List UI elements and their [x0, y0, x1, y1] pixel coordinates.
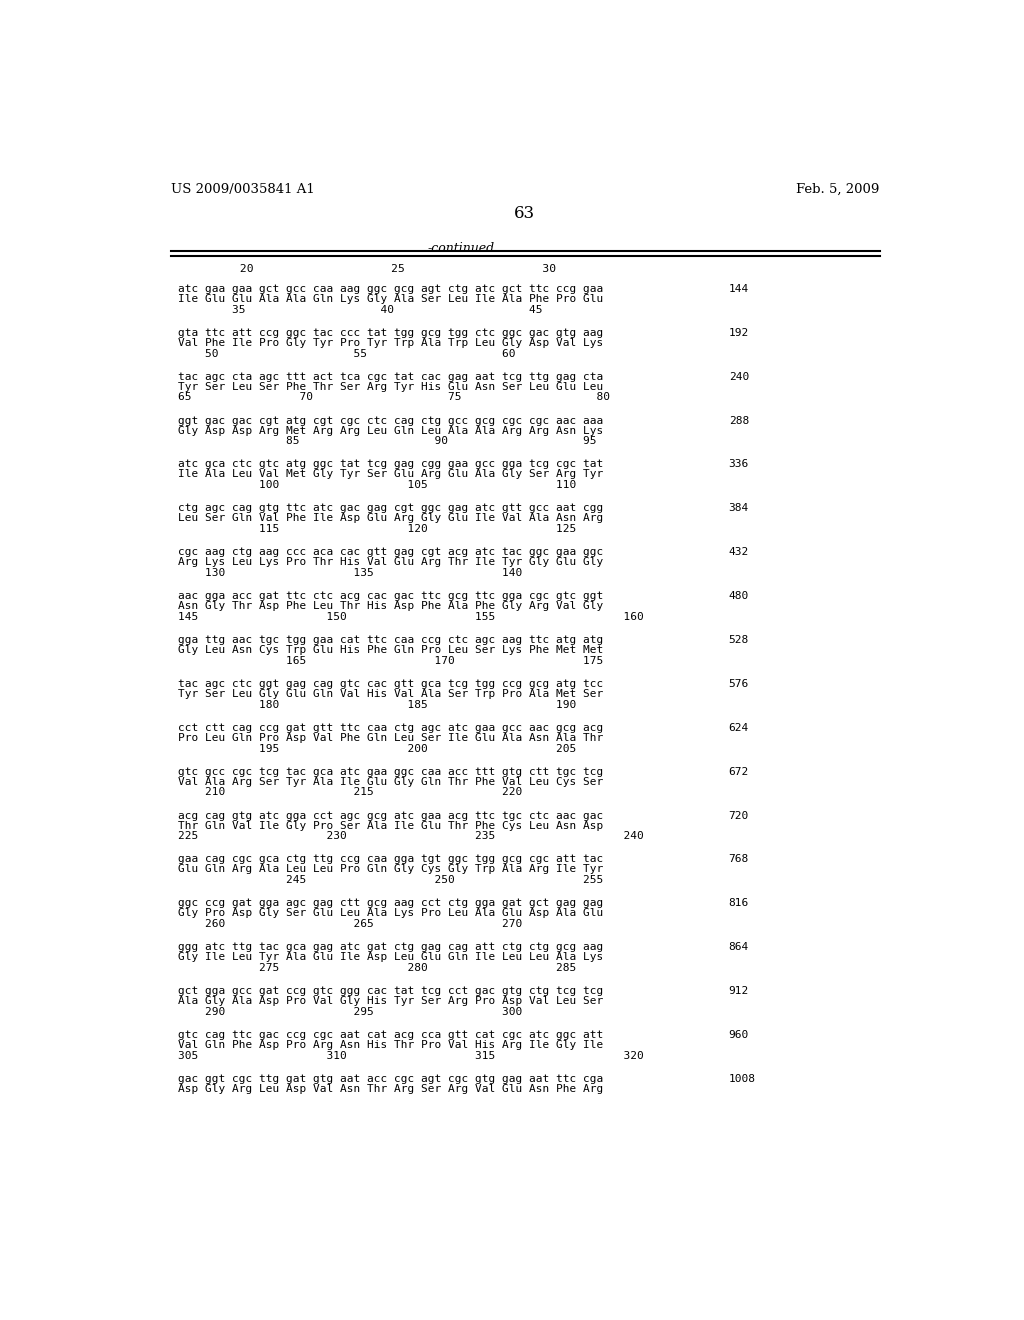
Text: Arg Lys Leu Lys Pro Thr His Val Glu Arg Thr Ile Tyr Gly Glu Gly: Arg Lys Leu Lys Pro Thr His Val Glu Arg … [178, 557, 603, 568]
Text: Gly Ile Leu Tyr Ala Glu Ile Asp Leu Glu Gln Ile Leu Leu Ala Lys: Gly Ile Leu Tyr Ala Glu Ile Asp Leu Glu … [178, 952, 603, 962]
Text: US 2009/0035841 A1: US 2009/0035841 A1 [171, 183, 314, 197]
Text: tac agc cta agc ttt act tca cgc tat cac gag aat tcg ttg gag cta: tac agc cta agc ttt act tca cgc tat cac … [178, 372, 603, 381]
Text: Thr Gln Val Ile Gly Pro Ser Ala Ile Glu Thr Phe Cys Leu Asn Asp: Thr Gln Val Ile Gly Pro Ser Ala Ile Glu … [178, 821, 603, 830]
Text: Pro Leu Gln Pro Asp Val Phe Gln Leu Ser Ile Glu Ala Asn Ala Thr: Pro Leu Gln Pro Asp Val Phe Gln Leu Ser … [178, 733, 603, 743]
Text: gaa cag cgc gca ctg ttg ccg caa gga tgt ggc tgg gcg cgc att tac: gaa cag cgc gca ctg ttg ccg caa gga tgt … [178, 854, 603, 865]
Text: 145                   150                   155                   160: 145 150 155 160 [178, 612, 644, 622]
Text: Val Gln Phe Asp Pro Arg Asn His Thr Pro Val His Arg Ile Gly Ile: Val Gln Phe Asp Pro Arg Asn His Thr Pro … [178, 1040, 603, 1049]
Text: 144: 144 [729, 284, 749, 294]
Text: 768: 768 [729, 854, 749, 865]
Text: ggg atc ttg tac gca gag atc gat ctg gag cag att ctg ctg gcg aag: ggg atc ttg tac gca gag atc gat ctg gag … [178, 942, 603, 952]
Text: 245                   250                   255: 245 250 255 [178, 875, 603, 886]
Text: ggt gac gac cgt atg cgt cgc ctc cag ctg gcc gcg cgc cgc aac aaa: ggt gac gac cgt atg cgt cgc ctc cag ctg … [178, 416, 603, 425]
Text: cgc aag ctg aag ccc aca cac gtt gag cgt acg atc tac ggc gaa ggc: cgc aag ctg aag ccc aca cac gtt gag cgt … [178, 548, 603, 557]
Text: 115                   120                   125: 115 120 125 [178, 524, 577, 535]
Text: Tyr Ser Leu Ser Phe Thr Ser Arg Tyr His Glu Asn Ser Leu Glu Leu: Tyr Ser Leu Ser Phe Thr Ser Arg Tyr His … [178, 381, 603, 392]
Text: Asn Gly Thr Asp Phe Leu Thr His Asp Phe Ala Phe Gly Arg Val Gly: Asn Gly Thr Asp Phe Leu Thr His Asp Phe … [178, 601, 603, 611]
Text: 192: 192 [729, 327, 749, 338]
Text: 63: 63 [514, 205, 536, 222]
Text: 960: 960 [729, 1030, 749, 1040]
Text: Val Phe Ile Pro Gly Tyr Pro Tyr Trp Ala Trp Leu Gly Asp Val Lys: Val Phe Ile Pro Gly Tyr Pro Tyr Trp Ala … [178, 338, 603, 347]
Text: 180                   185                   190: 180 185 190 [178, 700, 577, 710]
Text: Glu Gln Arg Ala Leu Leu Pro Gln Gly Cys Gly Trp Ala Arg Ile Tyr: Glu Gln Arg Ala Leu Leu Pro Gln Gly Cys … [178, 865, 603, 874]
Text: 528: 528 [729, 635, 749, 645]
Text: gct gga gcc gat ccg gtc ggg cac tat tcg cct gac gtg ctg tcg tcg: gct gga gcc gat ccg gtc ggg cac tat tcg … [178, 986, 603, 997]
Text: gac ggt cgc ttg gat gtg aat acc cgc agt cgc gtg gag aat ttc cga: gac ggt cgc ttg gat gtg aat acc cgc agt … [178, 1074, 603, 1084]
Text: 480: 480 [729, 591, 749, 601]
Text: 100                   105                   110: 100 105 110 [178, 480, 577, 490]
Text: gtc gcc cgc tcg tac gca atc gaa ggc caa acc ttt gtg ctt tgc tcg: gtc gcc cgc tcg tac gca atc gaa ggc caa … [178, 767, 603, 776]
Text: ggc ccg gat gga agc gag ctt gcg aag cct ctg gga gat gct gag gag: ggc ccg gat gga agc gag ctt gcg aag cct … [178, 899, 603, 908]
Text: -continued: -continued [428, 242, 495, 255]
Text: 576: 576 [729, 678, 749, 689]
Text: 305                   310                   315                   320: 305 310 315 320 [178, 1051, 644, 1061]
Text: Ile Ala Leu Val Met Gly Tyr Ser Glu Arg Glu Ala Gly Ser Arg Tyr: Ile Ala Leu Val Met Gly Tyr Ser Glu Arg … [178, 470, 603, 479]
Text: atc gaa gaa gct gcc caa aag ggc gcg agt ctg atc gct ttc ccg gaa: atc gaa gaa gct gcc caa aag ggc gcg agt … [178, 284, 603, 294]
Text: 50                    55                    60: 50 55 60 [178, 348, 516, 359]
Text: 260                   265                   270: 260 265 270 [178, 919, 522, 929]
Text: 432: 432 [729, 548, 749, 557]
Text: 1008: 1008 [729, 1074, 756, 1084]
Text: 195                   200                   205: 195 200 205 [178, 743, 577, 754]
Text: Ile Glu Glu Ala Ala Gln Lys Gly Ala Ser Leu Ile Ala Phe Pro Glu: Ile Glu Glu Ala Ala Gln Lys Gly Ala Ser … [178, 294, 603, 304]
Text: Gly Pro Asp Gly Ser Glu Leu Ala Lys Pro Leu Ala Glu Asp Ala Glu: Gly Pro Asp Gly Ser Glu Leu Ala Lys Pro … [178, 908, 603, 919]
Text: aac gga acc gat ttc ctc acg cac gac ttc gcg ttc gga cgc gtc ggt: aac gga acc gat ttc ctc acg cac gac ttc … [178, 591, 603, 601]
Text: 130                   135                   140: 130 135 140 [178, 568, 522, 578]
Text: 624: 624 [729, 723, 749, 733]
Text: cct ctt cag ccg gat gtt ttc caa ctg agc atc gaa gcc aac gcg acg: cct ctt cag ccg gat gtt ttc caa ctg agc … [178, 723, 603, 733]
Text: Asp Gly Arg Leu Asp Val Asn Thr Arg Ser Arg Val Glu Asn Phe Arg: Asp Gly Arg Leu Asp Val Asn Thr Arg Ser … [178, 1084, 603, 1094]
Text: gga ttg aac tgc tgg gaa cat ttc caa ccg ctc agc aag ttc atg atg: gga ttg aac tgc tgg gaa cat ttc caa ccg … [178, 635, 603, 645]
Text: 912: 912 [729, 986, 749, 997]
Text: 816: 816 [729, 899, 749, 908]
Text: 85                    90                    95: 85 90 95 [178, 437, 597, 446]
Text: ctg agc cag gtg ttc atc gac gag cgt ggc gag atc gtt gcc aat cgg: ctg agc cag gtg ttc atc gac gag cgt ggc … [178, 503, 603, 513]
Text: atc gca ctc gtc atg ggc tat tcg gag cgg gaa gcc gga tcg cgc tat: atc gca ctc gtc atg ggc tat tcg gag cgg … [178, 459, 603, 470]
Text: 275                   280                   285: 275 280 285 [178, 964, 577, 973]
Text: Gly Asp Asp Arg Met Arg Arg Leu Gln Leu Ala Ala Arg Arg Asn Lys: Gly Asp Asp Arg Met Arg Arg Leu Gln Leu … [178, 425, 603, 436]
Text: 290                   295                   300: 290 295 300 [178, 1007, 522, 1016]
Text: Gly Leu Asn Cys Trp Glu His Phe Gln Pro Leu Ser Lys Phe Met Met: Gly Leu Asn Cys Trp Glu His Phe Gln Pro … [178, 645, 603, 655]
Text: 35                    40                    45: 35 40 45 [178, 305, 543, 314]
Text: 165                   170                   175: 165 170 175 [178, 656, 603, 665]
Text: Leu Ser Gln Val Phe Ile Asp Glu Arg Gly Glu Ile Val Ala Asn Arg: Leu Ser Gln Val Phe Ile Asp Glu Arg Gly … [178, 513, 603, 523]
Text: 720: 720 [729, 810, 749, 821]
Text: Ala Gly Ala Asp Pro Val Gly His Tyr Ser Arg Pro Asp Val Leu Ser: Ala Gly Ala Asp Pro Val Gly His Tyr Ser … [178, 997, 603, 1006]
Text: 384: 384 [729, 503, 749, 513]
Text: 240: 240 [729, 372, 749, 381]
Text: acg cag gtg atc gga cct agc gcg atc gaa acg ttc tgc ctc aac gac: acg cag gtg atc gga cct agc gcg atc gaa … [178, 810, 603, 821]
Text: 225                   230                   235                   240: 225 230 235 240 [178, 832, 644, 841]
Text: Val Ala Arg Ser Tyr Ala Ile Glu Gly Gln Thr Phe Val Leu Cys Ser: Val Ala Arg Ser Tyr Ala Ile Glu Gly Gln … [178, 776, 603, 787]
Text: 65                70                    75                    80: 65 70 75 80 [178, 392, 610, 403]
Text: 20                    25                    30: 20 25 30 [178, 264, 556, 273]
Text: 864: 864 [729, 942, 749, 952]
Text: 672: 672 [729, 767, 749, 776]
Text: 288: 288 [729, 416, 749, 425]
Text: gta ttc att ccg ggc tac ccc tat tgg gcg tgg ctc ggc gac gtg aag: gta ttc att ccg ggc tac ccc tat tgg gcg … [178, 327, 603, 338]
Text: tac agc ctc ggt gag cag gtc cac gtt gca tcg tgg ccg gcg atg tcc: tac agc ctc ggt gag cag gtc cac gtt gca … [178, 678, 603, 689]
Text: 210                   215                   220: 210 215 220 [178, 788, 522, 797]
Text: 336: 336 [729, 459, 749, 470]
Text: Feb. 5, 2009: Feb. 5, 2009 [797, 183, 880, 197]
Text: Tyr Ser Leu Gly Glu Gln Val His Val Ala Ser Trp Pro Ala Met Ser: Tyr Ser Leu Gly Glu Gln Val His Val Ala … [178, 689, 603, 698]
Text: gtc cag ttc gac ccg cgc aat cat acg cca gtt cat cgc atc ggc att: gtc cag ttc gac ccg cgc aat cat acg cca … [178, 1030, 603, 1040]
